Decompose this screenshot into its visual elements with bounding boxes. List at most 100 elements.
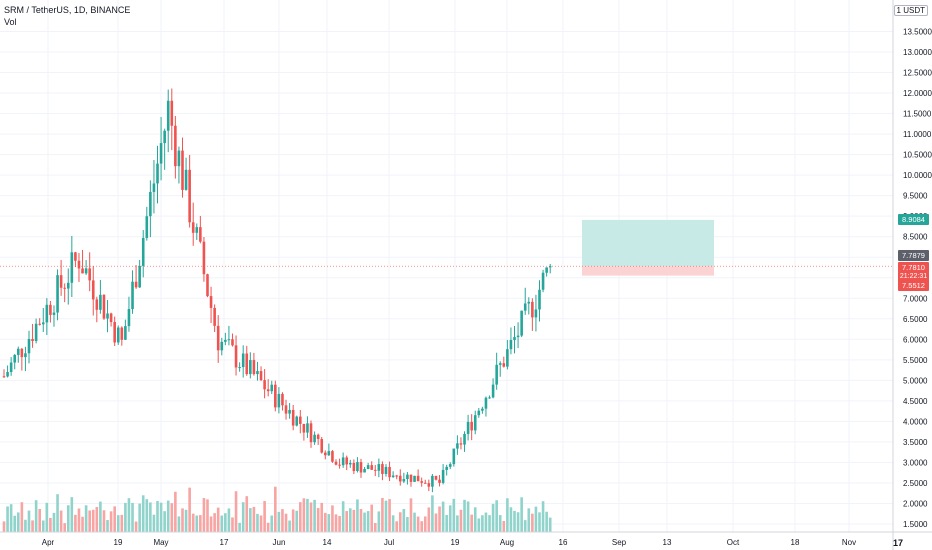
volume-bar	[281, 509, 284, 532]
volume-bar	[506, 498, 509, 532]
candle-body	[423, 482, 427, 484]
volume-bar	[41, 520, 45, 532]
candle-body	[202, 241, 206, 275]
candle-body	[24, 353, 27, 358]
volume-bar	[463, 499, 466, 532]
tradingview-logo[interactable]: 17	[893, 538, 904, 548]
candle-body	[134, 281, 138, 288]
volume-bar	[434, 513, 438, 532]
y-tick-label: 7.0000	[903, 294, 928, 303]
volume-bar	[120, 514, 124, 532]
last-price-tag: 7.7879	[898, 250, 929, 262]
candle-body	[45, 304, 49, 323]
candle-body	[509, 340, 513, 350]
volume-bar	[56, 494, 59, 532]
y-tick-label: 1.5000	[903, 520, 928, 529]
volume-bar	[541, 501, 545, 532]
x-tick-label: 19	[451, 538, 460, 547]
candle-body	[431, 475, 434, 487]
volume-bar	[102, 510, 106, 532]
candle-body	[124, 326, 127, 340]
candle-body	[481, 408, 484, 411]
volume-bar	[509, 507, 513, 532]
candle-body	[513, 337, 516, 341]
y-tick-label: 12.5000	[903, 69, 932, 78]
volume-bar	[363, 512, 366, 532]
volume-bar	[213, 513, 216, 532]
y-tick-label: 2.5000	[903, 479, 928, 488]
volume-bar	[227, 508, 231, 532]
candle-body	[209, 296, 213, 308]
volume-bar	[252, 506, 256, 532]
volume-bar	[27, 510, 31, 532]
candle-body	[74, 252, 77, 261]
stop-zone	[582, 266, 714, 276]
candle-body	[373, 469, 377, 471]
candle-body	[2, 376, 6, 378]
volume-bar	[106, 520, 109, 532]
y-tick-label: 8.5000	[903, 233, 928, 242]
volume-bar	[438, 506, 441, 532]
y-tick-label: 10.5000	[903, 151, 932, 160]
candle-body	[288, 409, 291, 414]
candle-body	[331, 451, 334, 462]
candle-body	[313, 434, 316, 443]
volume-bar	[459, 509, 463, 532]
candle-body	[320, 439, 324, 453]
volume-bar	[402, 509, 406, 532]
volume-bar	[238, 522, 241, 532]
volume-bar	[398, 512, 402, 532]
candle-body	[445, 466, 448, 470]
volume-bar	[306, 498, 309, 532]
candle-body	[49, 304, 52, 315]
volume-bar	[266, 522, 270, 532]
candle-body	[345, 457, 349, 465]
volume-bar	[38, 508, 41, 532]
candle-body	[438, 479, 441, 483]
candle-body	[359, 462, 363, 473]
candle-body	[263, 380, 266, 390]
candle-body	[99, 294, 102, 310]
volume-bar	[113, 506, 116, 532]
volume-bar	[320, 502, 324, 532]
volume-bar	[313, 499, 316, 532]
candle-body	[52, 312, 56, 315]
volume-bar	[163, 511, 166, 532]
candle-body	[16, 348, 20, 355]
time-axis: Apr 19 May 17 Jun 14 Jul 19 Aug 16 Sep 13 Oct 18 Nov	[0, 531, 932, 547]
candle-body	[238, 367, 241, 369]
volume-bar	[16, 512, 20, 532]
candle-body	[420, 481, 423, 483]
target-zone	[582, 219, 714, 267]
candle-body	[473, 415, 477, 431]
target-price-tag: 8.9084	[898, 214, 929, 226]
y-tick-label: 3.0000	[903, 458, 928, 467]
candle-body	[484, 397, 488, 409]
volume-bar	[466, 501, 470, 532]
y-tick-label: 4.5000	[903, 397, 928, 406]
currency-unit-selector[interactable]: 1 USDT	[893, 5, 928, 16]
candle-body	[299, 416, 302, 424]
volume-bar	[366, 511, 370, 532]
candle-body	[199, 227, 202, 242]
y-tick-label: 12.0000	[903, 89, 932, 98]
volume-bar	[116, 515, 120, 532]
volume-bar	[70, 497, 74, 532]
y-tick-label: 6.0000	[903, 335, 928, 344]
volume-bar	[316, 507, 320, 532]
candle-body	[388, 466, 391, 478]
candle-body	[427, 483, 431, 487]
candle-body	[520, 310, 523, 336]
candle-body	[377, 464, 381, 471]
candle-body	[302, 423, 306, 433]
candle-body	[174, 125, 177, 167]
volume-bar	[234, 491, 238, 532]
candle-body	[234, 345, 238, 368]
x-tick-label: Sep	[612, 538, 627, 547]
volume-bar	[191, 513, 195, 532]
x-tick-label: 18	[791, 538, 800, 547]
candle-body	[259, 371, 263, 381]
candle-body	[434, 475, 438, 480]
volume-bar	[470, 514, 473, 532]
